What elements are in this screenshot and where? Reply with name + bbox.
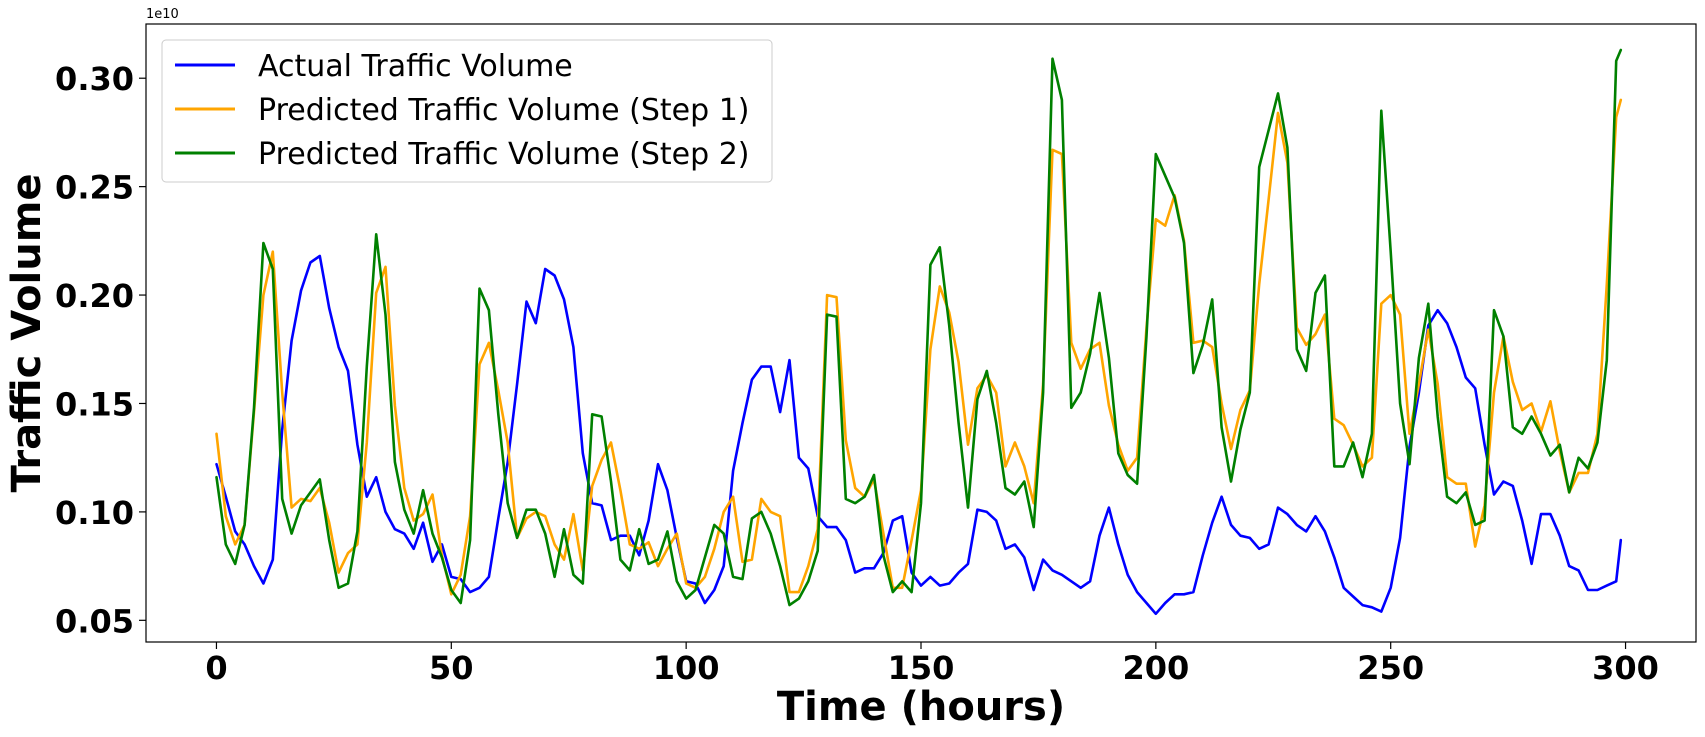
x-tick-label: 250 bbox=[1357, 649, 1424, 687]
legend-label-3: Predicted Traffic Volume (Step 2) bbox=[258, 137, 749, 172]
y-axis-offset-label: 1e10 bbox=[146, 7, 179, 22]
y-tick-label: 0.30 bbox=[55, 60, 134, 98]
x-tick-label: 100 bbox=[653, 649, 720, 687]
y-axis: 0.05 0.10 0.15 0.20 0.25 0.30 bbox=[55, 60, 146, 640]
x-axis-title: Time (hours) bbox=[777, 684, 1065, 730]
y-tick-label: 0.05 bbox=[55, 602, 134, 640]
y-tick-label: 0.10 bbox=[55, 494, 134, 532]
plot-lines bbox=[215, 48, 1623, 616]
x-tick-label: 50 bbox=[429, 649, 474, 687]
series-line-3 bbox=[215, 48, 1623, 607]
y-tick-label: 0.25 bbox=[55, 169, 134, 207]
y-tick-label: 0.15 bbox=[55, 385, 134, 423]
series-line-1 bbox=[215, 254, 1623, 616]
x-tick-label: 200 bbox=[1122, 649, 1189, 687]
x-axis: 0 50 100 150 200 250 300 bbox=[205, 642, 1659, 687]
legend-box bbox=[161, 39, 773, 183]
y-axis-title: Traffic Volume bbox=[4, 173, 50, 492]
y-tick-label: 0.20 bbox=[55, 277, 134, 315]
legend-label-1: Actual Traffic Volume bbox=[258, 49, 573, 84]
legend: Actual Traffic Volume Predicted Traffic V… bbox=[161, 39, 773, 183]
legend-label-2: Predicted Traffic Volume (Step 1) bbox=[258, 93, 749, 128]
x-tick-label: 150 bbox=[888, 649, 955, 687]
x-tick-label: 0 bbox=[205, 649, 227, 687]
x-tick-label: 300 bbox=[1592, 649, 1659, 687]
